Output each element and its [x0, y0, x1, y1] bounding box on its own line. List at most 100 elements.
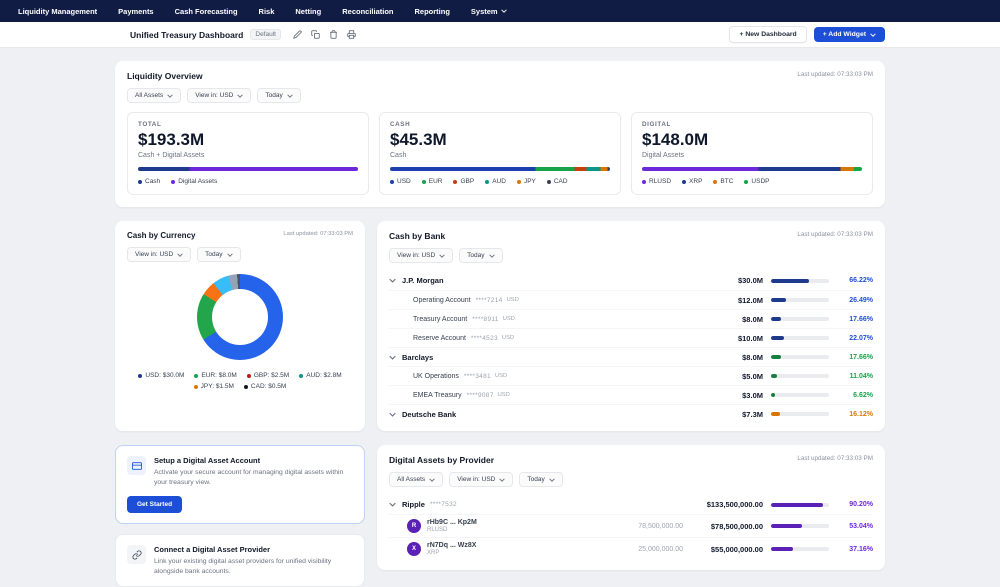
filter-label: View in: USD: [135, 251, 174, 258]
account-name: Operating Account: [413, 296, 471, 304]
dashboard-toolbar: Unified Treasury Dashboard Default + New…: [0, 22, 1000, 48]
digital-filter-period[interactable]: Today: [519, 472, 563, 487]
add-widget-label: + Add Widget: [822, 31, 866, 38]
bank-row[interactable]: Deutsche Bank $7.3M 16.12%: [389, 404, 873, 423]
digital-allocation-bar: [642, 167, 862, 171]
nav-risk[interactable]: Risk: [258, 6, 275, 16]
nav-liquidity-management[interactable]: Liquidity Management: [18, 6, 98, 16]
legend-item: Digital Assets: [171, 178, 217, 185]
legend-dot: [546, 179, 551, 184]
account-row[interactable]: EMEA Treasury ****9087 USD $3.0M 6.62%: [389, 385, 873, 404]
filter-label: Today: [467, 252, 485, 259]
account-amount: $12.0M: [737, 295, 763, 305]
account-row[interactable]: UK Operations ****3481 USD $5.0M 11.04%: [389, 366, 873, 385]
native-amount: 25,000,000.00: [638, 545, 683, 553]
overview-filter-view-in[interactable]: View in: USD: [187, 88, 252, 103]
collapse-chevron-icon[interactable]: [389, 278, 396, 283]
legend-label: JPY: $1.5M: [200, 383, 234, 390]
account-currency: USD: [497, 392, 510, 398]
rlusd-asset-icon: R: [407, 519, 421, 533]
bank-row[interactable]: J.P. Morgan $30.0M 66.22%: [389, 271, 873, 290]
dashboard-title: Unified Treasury Dashboard: [130, 29, 244, 40]
legend-label: BTC: [720, 178, 734, 185]
nav-reporting[interactable]: Reporting: [414, 6, 450, 16]
delete-icon[interactable]: [329, 30, 338, 39]
cash-by-currency-title: Cash by Currency: [127, 231, 196, 240]
account-currency: USD: [501, 335, 515, 341]
chevron-down-icon: [286, 93, 293, 98]
allocation-bar: [771, 412, 829, 416]
overview-filter-period[interactable]: Today: [257, 88, 301, 103]
digital-assets-last-updated: Last updated: 07:33:03 PM: [797, 455, 873, 462]
legend-label: Digital Assets: [178, 178, 218, 185]
legend-item: XRP: [682, 178, 702, 185]
asset-percentage: 37.16%: [849, 545, 873, 553]
chevron-down-icon: [499, 477, 506, 482]
asset-row[interactable]: R rHb9C ... Kp2M RLUSD 78,500,000.00 $78…: [389, 514, 873, 537]
legend-dot: [138, 179, 142, 184]
asset-percentage: 53.04%: [849, 522, 873, 530]
allocation-bar: [771, 336, 829, 340]
nav-cash-forecasting[interactable]: Cash Forecasting: [174, 6, 238, 16]
legend-label: RLUSD: [649, 178, 672, 185]
account-percentage: 22.07%: [849, 334, 873, 342]
chevron-down-icon: [177, 252, 183, 257]
overview-filter-all-assets[interactable]: All Assets: [127, 88, 182, 103]
account-row[interactable]: Operating Account ****7214 USD $12.0M 26…: [389, 290, 873, 309]
account-row[interactable]: Treasury Account ****8911 USD $8.0M 17.6…: [389, 309, 873, 328]
stat-subtitle: Digital Assets: [642, 152, 685, 159]
donut-hole: [212, 289, 268, 345]
stat-card-cash: CASH $45.3M Cash USD EUR GBP AUD JPY CAD: [379, 112, 621, 195]
asset-row[interactable]: X rN7Dq ... Wz8X XRP 25,000,000.00 $55,0…: [389, 537, 873, 560]
allocation-bar: [771, 298, 829, 302]
legend-item: USD: [390, 178, 411, 185]
nav-reconciliation[interactable]: Reconciliation: [342, 6, 394, 16]
chevron-down-icon: [488, 253, 495, 258]
currency-filter-view-in[interactable]: View in: USD: [127, 247, 192, 262]
legend-label: Cash: [145, 178, 161, 185]
legend-item: USDP: [744, 178, 769, 185]
nav-system-menu[interactable]: System: [471, 7, 507, 16]
allocation-bar: [771, 547, 829, 551]
account-row[interactable]: Reserve Account ****4523 USD $10.0M 22.0…: [389, 328, 873, 347]
account-amount: $5.0M: [742, 371, 763, 381]
get-started-button[interactable]: Get Started: [127, 496, 183, 514]
connect-provider-card: Connect a Digital Asset Provider Link yo…: [115, 534, 365, 587]
currency-filter-period[interactable]: Today: [197, 247, 241, 262]
legend-dot: [744, 179, 749, 184]
legend-label: EUR: [428, 178, 443, 185]
allocation-bar: [771, 317, 829, 321]
copy-icon[interactable]: [311, 30, 320, 39]
account-number-masked: ****4523: [470, 334, 498, 342]
legend-label: CAD: [553, 178, 568, 185]
collapse-chevron-icon[interactable]: [389, 355, 396, 360]
cash-by-bank-last-updated: Last updated: 07:33:03 PM: [797, 231, 873, 238]
wallet-address: rHb9C ... Kp2M: [427, 519, 477, 526]
provider-row[interactable]: Ripple ****7532 $133,500,000.00 90.20%: [389, 495, 873, 514]
legend-dot: [194, 373, 199, 378]
legend-label: CAD: $0.5M: [250, 383, 287, 390]
digital-filter-view-in[interactable]: View in: USD: [449, 472, 514, 487]
asset-symbol: RLUSD: [427, 527, 448, 533]
bank-row[interactable]: Barclays $8.0M 17.66%: [389, 347, 873, 366]
stat-subtitle: Cash: [390, 152, 407, 159]
collapse-chevron-icon[interactable]: [389, 502, 396, 507]
bank-amount: $7.3M: [742, 409, 763, 419]
add-widget-button[interactable]: + Add Widget: [813, 27, 885, 42]
legend-dot: [246, 373, 251, 378]
digital-filter-all-assets[interactable]: All Assets: [389, 472, 444, 487]
edit-icon[interactable]: [293, 30, 302, 39]
chevron-down-icon: [237, 93, 244, 98]
filter-label: View in: USD: [397, 252, 436, 259]
bank-filter-view-in[interactable]: View in: USD: [389, 248, 454, 263]
nav-netting[interactable]: Netting: [295, 6, 322, 16]
nav-payments[interactable]: Payments: [118, 6, 154, 16]
new-dashboard-button[interactable]: + New Dashboard: [729, 26, 807, 43]
legend-label: GBP: [460, 178, 475, 185]
print-icon[interactable]: [347, 30, 356, 39]
legend-dot: [421, 179, 426, 184]
bank-filter-period[interactable]: Today: [459, 248, 503, 263]
top-navigation: Liquidity Management Payments Cash Forec…: [0, 0, 1000, 22]
collapse-chevron-icon[interactable]: [389, 412, 396, 417]
allocation-bar: [771, 374, 829, 378]
